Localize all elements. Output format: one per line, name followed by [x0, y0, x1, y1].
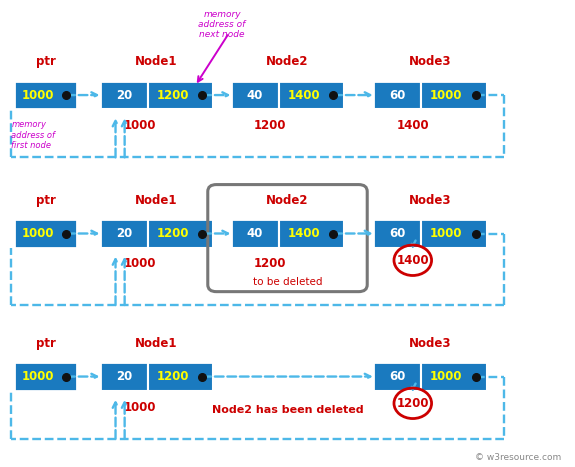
Text: 1200: 1200 [254, 257, 287, 270]
Text: 1400: 1400 [288, 89, 320, 101]
FancyBboxPatch shape [421, 219, 487, 248]
Text: Node1: Node1 [135, 55, 178, 68]
FancyBboxPatch shape [99, 81, 148, 109]
Text: 20: 20 [116, 227, 132, 240]
FancyBboxPatch shape [14, 362, 77, 391]
FancyBboxPatch shape [99, 362, 148, 391]
Text: 40: 40 [247, 89, 263, 101]
Text: 20: 20 [116, 370, 132, 383]
FancyBboxPatch shape [373, 219, 421, 248]
Text: 40: 40 [247, 227, 263, 240]
Text: ptr: ptr [36, 194, 55, 207]
FancyBboxPatch shape [14, 81, 77, 109]
Text: 1400: 1400 [397, 119, 429, 132]
Text: memory
address of
next node: memory address of next node [198, 10, 246, 40]
Text: Node2: Node2 [266, 55, 309, 68]
Text: 1200: 1200 [156, 227, 189, 240]
Text: 1000: 1000 [123, 119, 156, 132]
Text: 60: 60 [389, 227, 405, 240]
FancyBboxPatch shape [421, 362, 487, 391]
Text: 1200: 1200 [254, 119, 287, 132]
Text: to be deleted: to be deleted [253, 277, 322, 287]
Text: 1000: 1000 [22, 89, 54, 101]
FancyBboxPatch shape [99, 219, 148, 248]
FancyBboxPatch shape [148, 219, 213, 248]
Text: 1200: 1200 [156, 370, 189, 383]
Text: 60: 60 [389, 89, 405, 101]
Text: 60: 60 [389, 370, 405, 383]
FancyBboxPatch shape [421, 81, 487, 109]
FancyBboxPatch shape [279, 81, 344, 109]
Text: 1000: 1000 [430, 89, 462, 101]
Text: Node1: Node1 [135, 337, 178, 350]
Text: ptr: ptr [36, 55, 55, 68]
FancyBboxPatch shape [148, 362, 213, 391]
Text: 1000: 1000 [430, 370, 462, 383]
FancyBboxPatch shape [14, 219, 77, 248]
Text: 1000: 1000 [123, 401, 156, 414]
FancyBboxPatch shape [231, 219, 279, 248]
Text: Node2: Node2 [266, 194, 309, 207]
Text: ptr: ptr [36, 337, 55, 350]
Text: 1200: 1200 [397, 397, 429, 410]
FancyBboxPatch shape [231, 81, 279, 109]
Text: 20: 20 [116, 89, 132, 101]
Text: Node1: Node1 [135, 194, 178, 207]
Text: Node3: Node3 [409, 337, 451, 350]
Text: memory
address of
first node: memory address of first node [12, 120, 55, 150]
Text: Node2 has been deleted: Node2 has been deleted [212, 405, 363, 415]
FancyBboxPatch shape [279, 219, 344, 248]
Text: 1000: 1000 [22, 370, 54, 383]
Text: 1000: 1000 [22, 227, 54, 240]
Text: 1000: 1000 [430, 227, 462, 240]
Text: 1200: 1200 [156, 89, 189, 101]
FancyBboxPatch shape [148, 81, 213, 109]
FancyBboxPatch shape [373, 362, 421, 391]
Text: 1000: 1000 [123, 257, 156, 270]
Text: Node3: Node3 [409, 194, 451, 207]
Text: 1400: 1400 [288, 227, 320, 240]
Text: 1400: 1400 [397, 254, 429, 267]
Text: Node3: Node3 [409, 55, 451, 68]
FancyBboxPatch shape [373, 81, 421, 109]
Text: © w3resource.com: © w3resource.com [474, 453, 561, 462]
